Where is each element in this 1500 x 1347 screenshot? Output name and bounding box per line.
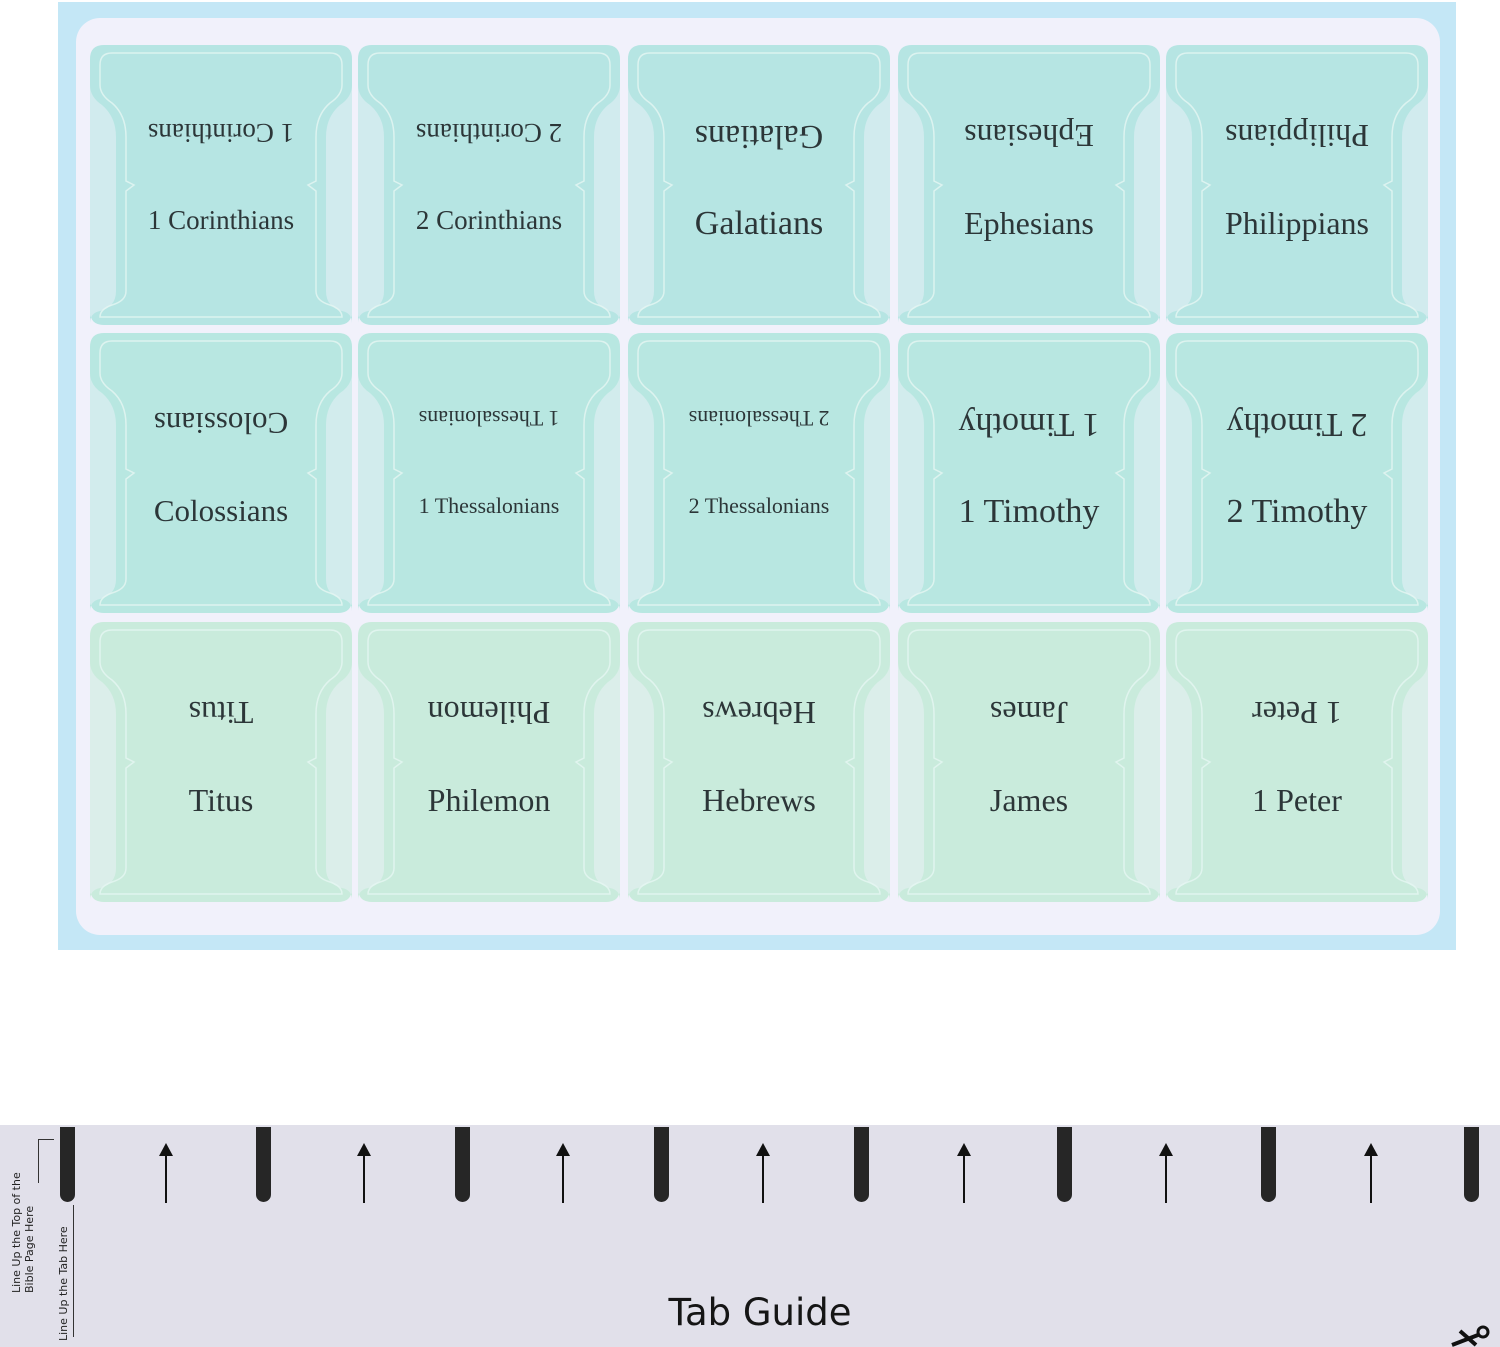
tab-marker-bar [256,1127,271,1202]
tab-marker-bar [455,1127,470,1202]
arrow-up-icon [556,1143,570,1203]
tab-marker-bar [1261,1127,1276,1202]
tab-label: Ephesians [964,205,1094,241]
tab-label: 1 Peter [1252,782,1342,818]
bible-tab-sticker[interactable]: Philippians Philippians [1166,45,1428,325]
bible-tab-sticker[interactable]: Galatians Galatians [628,45,890,325]
tab-label: Galatians [694,205,824,242]
tab-shape [898,622,1160,902]
tab-label-inverted: James [989,695,1069,731]
arrow-up-icon [357,1143,371,1203]
tab-marker-bar [60,1127,75,1202]
arrow-up-icon [159,1143,173,1203]
tab-label-inverted: 1 Peter [1252,695,1342,731]
arrow-up-icon [1364,1143,1378,1203]
tab-label-inverted: 1 Timothy [958,406,1100,443]
tab-label-inverted: Hebrews [702,695,816,731]
tab-label: 2 Thessalonians [688,493,830,518]
bible-tab-sticker[interactable]: 1 Timothy 1 Timothy [898,333,1160,613]
bible-tab-sticker[interactable]: Titus Titus [90,622,352,902]
bible-tab-sticker[interactable]: Hebrews Hebrews [628,622,890,902]
tab-label: James [989,782,1069,818]
tab-shape [1166,622,1428,902]
tab-shape [90,622,352,902]
tab-shape [358,333,620,613]
tab-label-inverted: Philemon [427,695,551,731]
tab-label: Titus [188,782,254,818]
arrow-up-icon [1159,1143,1173,1203]
tab-line-note: Line Up the Tab Here [57,1226,70,1341]
tab-shape [628,333,890,613]
tab-marker-bar [654,1127,669,1202]
tab-label-inverted: Colossians [153,406,289,441]
tab-shape [898,333,1160,613]
tab-label: 2 Corinthians [415,205,563,235]
tab-label-inverted: Titus [188,695,254,731]
tab-label: Colossians [153,493,289,528]
tab-label-inverted: Philippians [1225,118,1370,154]
bible-tab-sticker[interactable]: Ephesians Ephesians [898,45,1160,325]
tab-line-leader [73,1205,74,1337]
top-line-leader [38,1139,54,1140]
tab-label: Hebrews [702,782,816,818]
scissors-icon [1451,1325,1490,1347]
tab-label-inverted: 2 Timothy [1226,406,1368,443]
tab-shape [90,333,352,613]
tab-label: 1 Timothy [958,493,1100,530]
tab-shape [90,45,352,325]
bible-tab-sticker[interactable]: Philemon Philemon [358,622,620,902]
tab-marker-bar [854,1127,869,1202]
tab-label-inverted: 1 Corinthians [147,118,295,148]
tab-label: 1 Thessalonians [418,493,560,518]
tab-shape [898,45,1160,325]
tab-label: Philippians [1224,205,1369,241]
arrow-up-icon [957,1143,971,1203]
bible-tab-sticker[interactable]: 1 Corinthians 1 Corinthians [90,45,352,325]
tab-marker-bar [1464,1127,1479,1202]
bible-tab-sticker[interactable]: Colossians Colossians [90,333,352,613]
tab-label-inverted: 2 Thessalonians [688,406,830,431]
arrow-up-icon [756,1143,770,1203]
bible-tab-sticker[interactable]: 2 Timothy 2 Timothy [1166,333,1428,613]
tab-label-inverted: Ephesians [964,118,1094,154]
top-line-leader [38,1139,39,1183]
bible-tab-sticker[interactable]: 1 Thessalonians 1 Thessalonians [358,333,620,613]
bible-tab-sticker[interactable]: 2 Thessalonians 2 Thessalonians [628,333,890,613]
tab-shape [1166,45,1428,325]
tab-shape [628,622,890,902]
bible-tab-sticker[interactable]: James James [898,622,1160,902]
tab-label-inverted: 1 Thessalonians [418,406,560,431]
tab-label: 2 Timothy [1226,493,1368,530]
tab-marker-bar [1057,1127,1072,1202]
guide-title: Tab Guide [668,1291,852,1334]
tab-shape [1166,333,1428,613]
tab-label: 1 Corinthians [147,205,295,235]
tab-shape [358,622,620,902]
tab-shape [358,45,620,325]
bible-tab-sticker[interactable]: 2 Corinthians 2 Corinthians [358,45,620,325]
top-line-note: Line Up the Top of the Bible Page Here [10,1172,36,1293]
tab-label-inverted: 2 Corinthians [415,118,563,148]
tab-label-inverted: Galatians [694,118,824,155]
tab-label: Philemon [427,782,551,818]
bible-tab-sticker[interactable]: 1 Peter 1 Peter [1166,622,1428,902]
tab-guide: Line Up the Top of the Bible Page Here Li… [0,1125,1500,1347]
tab-shape [628,45,890,325]
